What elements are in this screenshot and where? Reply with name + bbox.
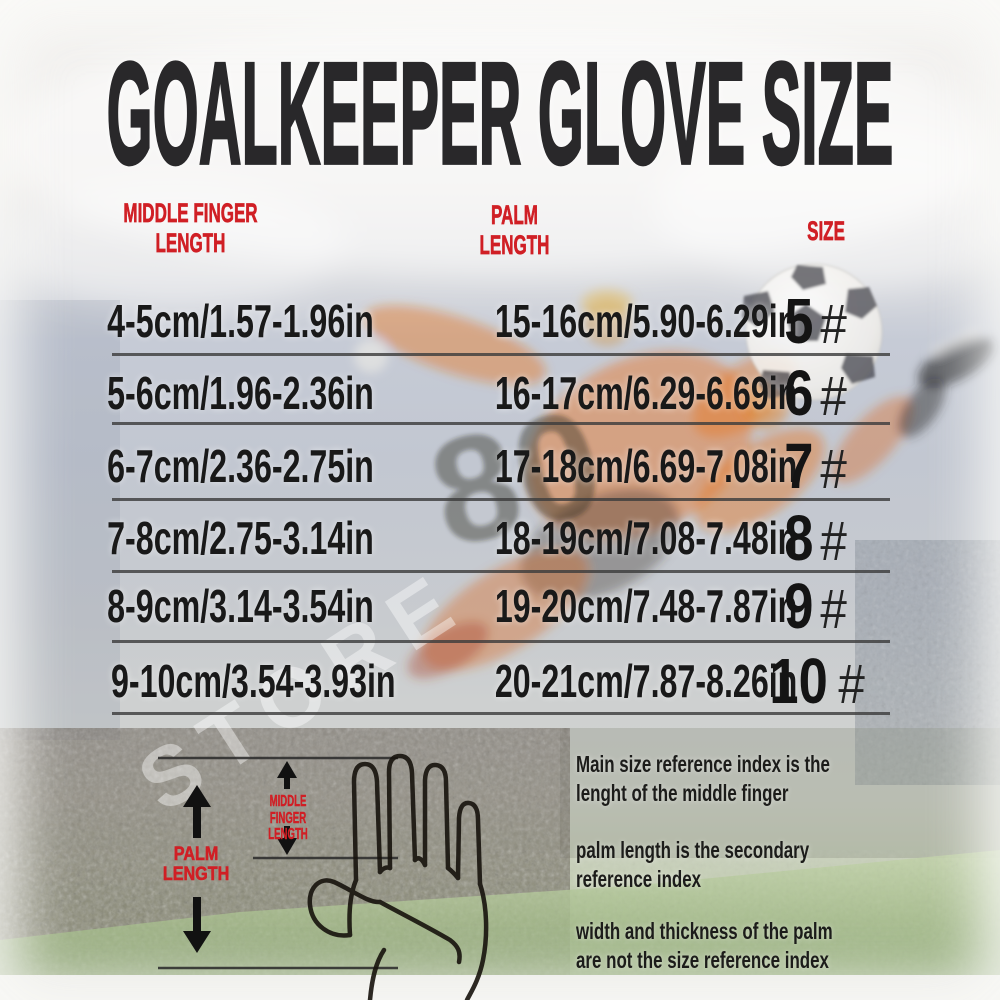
table-row: 8-9cm/3.14-3.54in 19-20cm/7.48-7.87in 9 # [0, 570, 1000, 642]
svg-text:80: 80 [415, 376, 618, 579]
hand-outline [307, 753, 489, 1000]
palm-length-cell: 18-19cm/7.08-7.48in [494, 512, 798, 564]
size-hash: # [820, 509, 848, 572]
grass-field [0, 850, 1000, 1000]
table-row: 7-8cm/2.75-3.14in 18-19cm/7.08-7.48in 8 # [0, 502, 1000, 574]
note-main-size-reference: Main size reference index is the lenght … [576, 751, 830, 806]
size-number: 6 [783, 357, 814, 429]
palm-length-cell: 17-18cm/6.69-7.08in [494, 440, 798, 492]
page-title: GOALKEEPER GLOVE SIZE [106, 30, 894, 196]
middle-finger-length-cell: 7-8cm/2.75-3.14in [107, 512, 374, 564]
size-cell: 9 # [740, 570, 890, 642]
table-row: 5-6cm/1.96-2.36in 16-17cm/6.29-6.69in 6 # [0, 357, 1000, 429]
row-divider [112, 570, 890, 573]
size-hash: # [838, 652, 865, 715]
size-number: 10 [769, 645, 828, 717]
palm-length-label: PALM LENGTH [162, 844, 230, 885]
palm-length-cell: 16-17cm/6.29-6.69in [494, 367, 798, 419]
hand-measurement-diagram [158, 753, 489, 1000]
jersey-number: 80 [415, 376, 618, 579]
row-divider [112, 712, 890, 715]
table-row: 4-5cm/1.57-1.96in 15-16cm/5.90-6.29in 5 # [0, 285, 1000, 357]
size-hash: # [820, 292, 848, 355]
palm-length-cell: 20-21cm/7.87-8.26in [494, 655, 798, 707]
note-palm-length-secondary: palm length is the secondary reference i… [576, 837, 810, 892]
table-row: 9-10cm/3.54-3.93in 20-21cm/7.87-8.26in 1… [0, 645, 1000, 717]
soccer-ball [742, 263, 883, 401]
row-divider [112, 353, 890, 356]
size-number: 9 [783, 570, 814, 642]
size-number: 8 [783, 502, 814, 574]
middle-finger-length-cell: 9-10cm/3.54-3.93in [110, 655, 396, 707]
column-header-palm-length: PALM LENGTH [479, 200, 549, 261]
middle-finger-length-cell: 5-6cm/1.96-2.36in [107, 367, 374, 419]
palm-length-arrow [183, 785, 211, 953]
middle-finger-length-arrow [277, 761, 297, 855]
palm-length-cell: 19-20cm/7.48-7.87in [494, 580, 798, 632]
row-divider [112, 640, 890, 643]
middle-finger-length-cell: 8-9cm/3.14-3.54in [107, 580, 374, 632]
palm-length-cell: 15-16cm/5.90-6.29in [494, 295, 798, 347]
row-divider [112, 422, 890, 425]
size-hash: # [820, 577, 848, 640]
size-hash: # [820, 364, 848, 427]
size-cell: 7 # [740, 430, 890, 502]
note-width-thickness: width and thickness of the palm are not … [576, 918, 833, 973]
column-header-size: SIZE [807, 216, 845, 247]
measurement-lines [158, 756, 398, 970]
middle-finger-length-label: MIDDLE FINGER LENGTH [268, 793, 308, 843]
size-cell: 8 # [740, 502, 890, 574]
size-cell: 10 # [740, 645, 890, 717]
size-number: 7 [783, 430, 814, 502]
size-cell: 6 # [740, 357, 890, 429]
goalkeeper-figure [354, 289, 995, 679]
size-hash: # [820, 437, 848, 500]
middle-finger-length-cell: 4-5cm/1.57-1.96in [107, 295, 374, 347]
cloud-haze [0, 15, 1000, 310]
column-header-middle-finger-length: MIDDLE FINGER LENGTH [122, 198, 258, 259]
size-cell: 5 # [740, 285, 890, 357]
size-number: 5 [783, 285, 814, 357]
table-row: 6-7cm/2.36-2.75in 17-18cm/6.69-7.08in 7 # [0, 430, 1000, 502]
middle-finger-length-cell: 6-7cm/2.36-2.75in [107, 440, 374, 492]
row-divider [112, 498, 890, 501]
